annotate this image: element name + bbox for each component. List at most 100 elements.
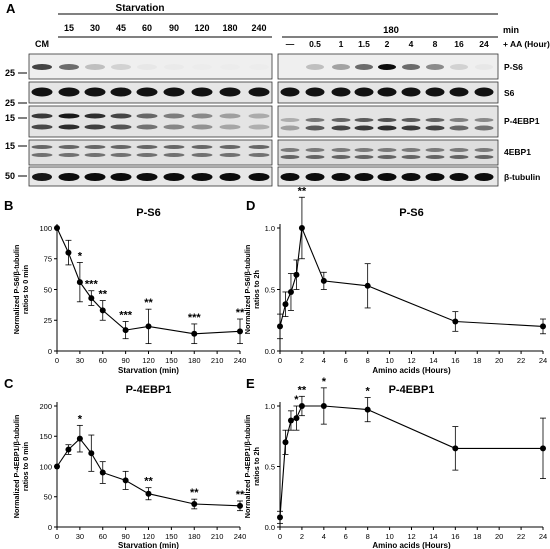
blot-band — [163, 153, 185, 157]
y-axis-label: ratios to 0 min — [21, 265, 30, 314]
blot-band — [85, 64, 105, 70]
data-point — [122, 477, 129, 484]
x-tick-label: 180 — [188, 532, 201, 541]
blot-band — [248, 124, 270, 130]
band-label-tubulin: β-tubulin — [504, 172, 540, 182]
data-point — [191, 501, 198, 508]
data-point — [237, 328, 243, 335]
significance-label: *** — [188, 312, 202, 324]
blot-band — [377, 125, 397, 131]
y-axis-label: Normalized P-S6/β-tubulin — [243, 245, 252, 334]
y-tick-label: 0 — [48, 523, 52, 532]
blot-band — [110, 145, 132, 149]
chart-panel-d: P-S60.00.51.00 2 4 6 8 10 12 14 16 18 20 22 24Amino … — [243, 185, 547, 375]
blot-band — [31, 153, 53, 157]
significance-label: ** — [190, 487, 199, 499]
lane-label: 90 — [169, 23, 179, 33]
blot-band — [377, 118, 397, 122]
lane-label: 45 — [116, 23, 126, 33]
significance-label: * — [366, 386, 371, 398]
blot-bands — [31, 64, 494, 181]
lane-label: 16 — [454, 39, 464, 49]
x-tick-label: 0 — [278, 356, 282, 365]
data-point — [145, 323, 152, 330]
x-tick-label: 14 — [429, 532, 437, 541]
mw-marker: 15 — [5, 141, 15, 151]
x-tick-label: 14 — [429, 356, 437, 365]
data-point — [364, 282, 371, 289]
panel-a-western-blot: A Starvation min 180 + AA (Hour) CM 15 3… — [5, 1, 550, 187]
blot-band — [84, 153, 106, 157]
y-tick-label: 50 — [44, 493, 52, 502]
data-point — [99, 307, 106, 314]
blot-strip — [28, 139, 273, 166]
blot-band — [280, 155, 300, 159]
blot-band — [219, 173, 241, 181]
blot-band — [401, 173, 421, 181]
x-tick-label: 8 — [366, 532, 370, 541]
blot-band — [425, 148, 445, 152]
blot-band — [58, 173, 80, 181]
data-point — [122, 327, 129, 334]
blot-band — [84, 124, 106, 130]
panel-letter-c: C — [4, 376, 14, 391]
mw-marker: 25 — [5, 98, 15, 108]
blot-band — [331, 173, 351, 181]
y-tick-label: 150 — [39, 432, 52, 441]
blot-band — [163, 173, 185, 181]
x-tick-label: 24 — [539, 356, 547, 365]
starvation-header: Starvation — [116, 3, 165, 14]
chart-title: P-S6 — [136, 207, 160, 219]
panel-letter-a: A — [6, 1, 16, 16]
blot-band — [163, 145, 185, 149]
blot-band — [377, 173, 397, 181]
x-tick-label: 2 — [300, 532, 304, 541]
blot-band — [219, 153, 241, 157]
blot-band — [377, 155, 397, 159]
x-tick-label: 4 — [322, 356, 326, 365]
x-tick-label: 0 — [55, 356, 59, 365]
x-tick-label: 180 — [188, 356, 201, 365]
blot-band — [354, 155, 374, 159]
x-tick-label: 60 — [99, 356, 107, 365]
blot-band — [425, 173, 445, 181]
x-tick-label: 60 — [99, 532, 107, 541]
blot-band — [163, 124, 185, 130]
chart-title: P-4EBP1 — [389, 384, 435, 396]
blot-band — [331, 118, 351, 122]
blot-band — [136, 145, 158, 149]
data-point — [54, 463, 60, 470]
blot-band — [305, 118, 325, 122]
data-point — [54, 225, 60, 231]
x-tick-label: 6 — [344, 356, 348, 365]
mw-markers: 25 25 15 15 50 — [5, 68, 27, 181]
y-tick-label: 0 — [48, 347, 52, 356]
data-point — [540, 445, 546, 452]
blot-band — [111, 64, 131, 70]
lane-label: 120 — [194, 23, 209, 33]
blot-band — [305, 125, 325, 131]
blot-band — [32, 173, 52, 181]
blot-band — [248, 87, 270, 97]
blot-band — [378, 64, 396, 70]
panel-letter-b: B — [4, 198, 13, 213]
blot-strip — [277, 139, 499, 166]
lane-label: 1.5 — [358, 39, 370, 49]
blot-band — [137, 64, 157, 70]
data-point — [287, 288, 294, 295]
blot-band — [305, 155, 325, 159]
chart-panel-c: P-4EBP1 0 50 100 150 200 0 30 60 90 120 150 180 210 24… — [12, 384, 246, 549]
blot-band — [191, 173, 213, 181]
blot-band — [191, 87, 213, 97]
blot-band — [248, 145, 270, 149]
blot-band — [191, 153, 213, 157]
blot-band — [305, 148, 325, 152]
blot-band — [136, 87, 158, 97]
blot-band — [220, 64, 240, 70]
blot-band — [402, 64, 420, 70]
blot-band — [331, 87, 351, 97]
blot-band — [377, 87, 397, 97]
blot-band — [192, 64, 212, 70]
x-tick-label: 120 — [142, 532, 155, 541]
blot-band — [59, 64, 79, 70]
